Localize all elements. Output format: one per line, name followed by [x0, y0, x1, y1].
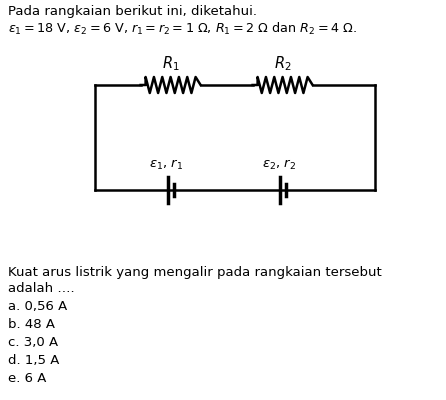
Text: e. 6 A: e. 6 A: [8, 372, 46, 385]
Text: d. 1,5 A: d. 1,5 A: [8, 354, 59, 367]
Text: $\varepsilon_1$, $r_1$: $\varepsilon_1$, $r_1$: [149, 158, 184, 172]
Text: Pada rangkaian berikut ini, diketahui.: Pada rangkaian berikut ini, diketahui.: [8, 5, 257, 18]
Text: $\varepsilon_1 = 18$ V, $\varepsilon_2 = 6$ V, $r_1 = r_2 = 1$ $\Omega$, $R_1 = : $\varepsilon_1 = 18$ V, $\varepsilon_2 =…: [8, 21, 357, 37]
Text: b. 48 A: b. 48 A: [8, 318, 55, 331]
Text: $\varepsilon_2$, $r_2$: $\varepsilon_2$, $r_2$: [261, 158, 296, 172]
Text: a. 0,56 A: a. 0,56 A: [8, 300, 67, 313]
Text: c. 3,0 A: c. 3,0 A: [8, 336, 58, 349]
Text: $R_1$: $R_1$: [162, 54, 179, 73]
Text: Kuat arus listrik yang mengalir pada rangkaian tersebut: Kuat arus listrik yang mengalir pada ran…: [8, 266, 382, 279]
Text: adalah ….: adalah ….: [8, 282, 74, 295]
Text: $R_2$: $R_2$: [274, 54, 291, 73]
